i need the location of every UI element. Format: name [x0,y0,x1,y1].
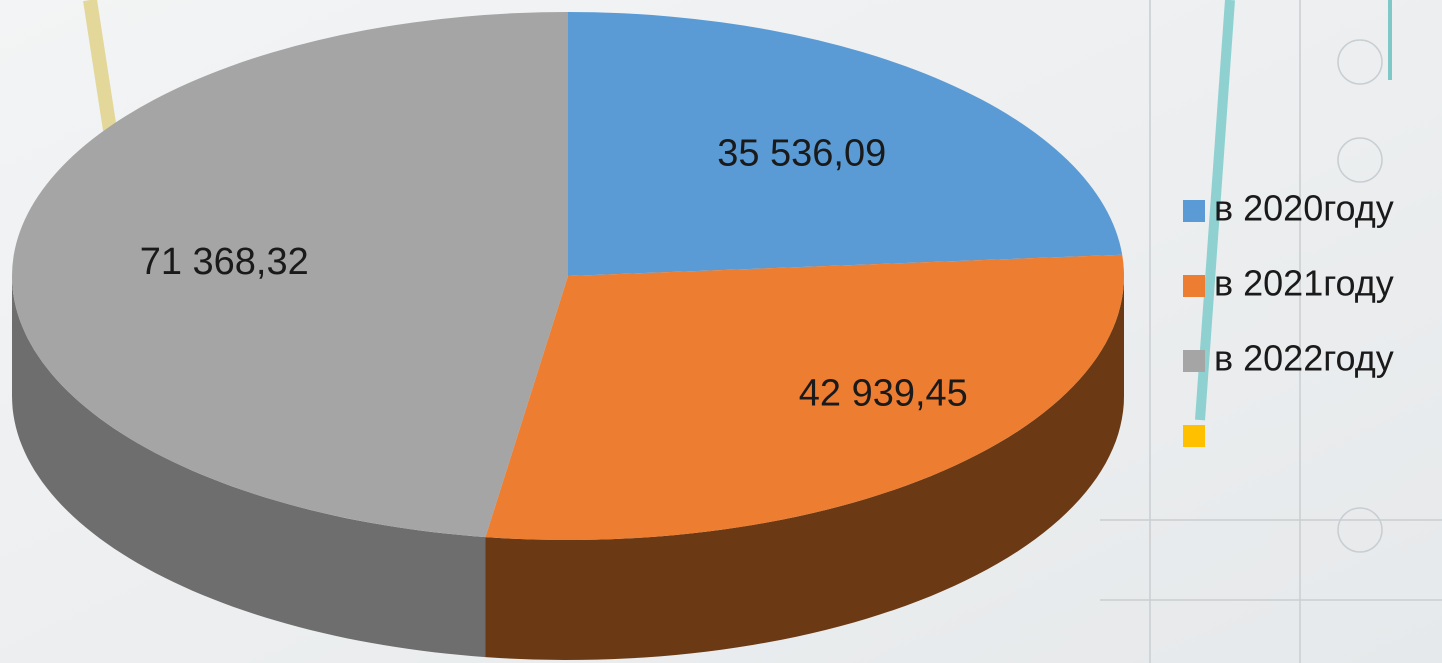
pie-side [485,276,1124,660]
legend-swatch [1183,200,1205,222]
pie-slice [485,254,1124,541]
pie-side [12,276,486,658]
legend: в 2020году в 2021году в 2022году [1183,188,1394,379]
pie: 35 536,09 42 939,45 71 368,32 [11,12,1124,660]
pie-slice [568,12,1123,276]
legend-label: в 2021году [1214,263,1394,304]
legend-swatch [1183,350,1205,372]
data-label: 71 368,32 [140,241,309,283]
legend-swatch [1183,275,1205,297]
pie-slice [11,12,569,538]
legend-label: в 2020году [1214,188,1394,229]
data-label: 42 939,45 [799,373,968,415]
legend-label: в 2022году [1214,338,1394,379]
legend-swatch-extra [1183,425,1205,447]
data-label: 35 536,09 [717,133,886,175]
